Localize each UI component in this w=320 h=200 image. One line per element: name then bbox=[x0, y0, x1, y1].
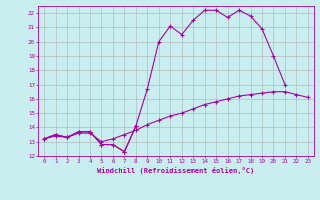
X-axis label: Windchill (Refroidissement éolien,°C): Windchill (Refroidissement éolien,°C) bbox=[97, 167, 255, 174]
